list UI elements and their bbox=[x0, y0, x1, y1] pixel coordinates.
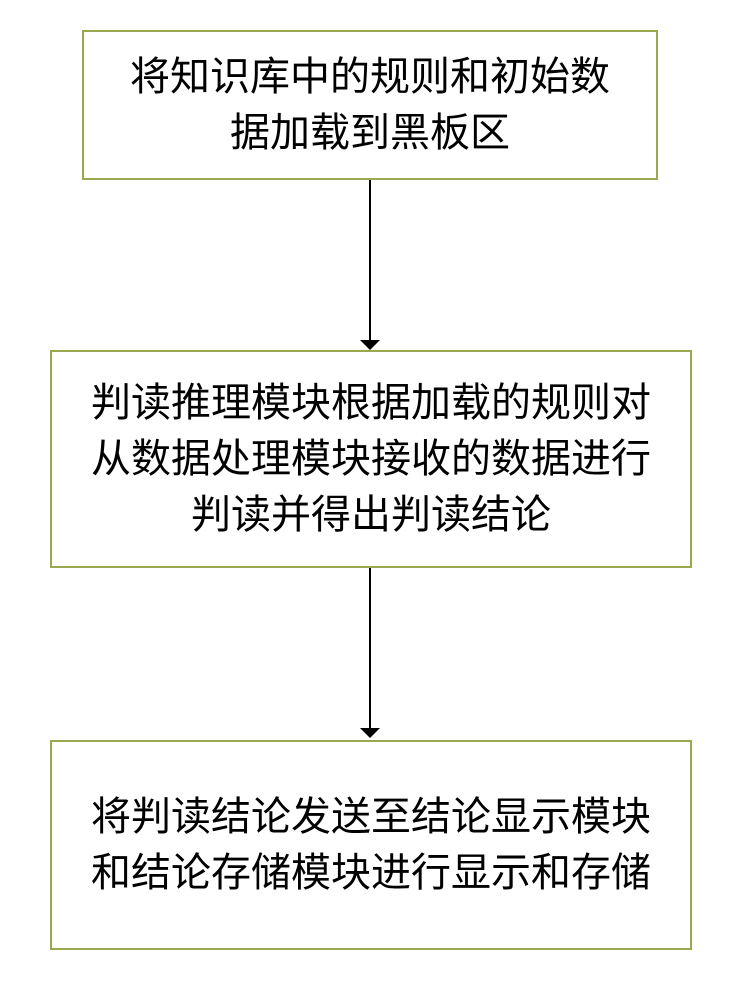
flow-node-n1: 将知识库中的规则和初始数据加载到黑板区 bbox=[82, 30, 658, 180]
flow-node-text: 判读推理模块根据加载的规则对从数据处理模块接收的数据进行判读并得出判读结论 bbox=[80, 375, 662, 543]
flowchart-container: 将知识库中的规则和初始数据加载到黑板区判读推理模块根据加载的规则对从数据处理模块… bbox=[0, 0, 741, 1000]
flow-node-n2: 判读推理模块根据加载的规则对从数据处理模块接收的数据进行判读并得出判读结论 bbox=[50, 350, 692, 568]
flow-node-text: 将判读结论发送至结论显示模块和结论存储模块进行显示和存储 bbox=[80, 789, 662, 901]
arrow-head-icon bbox=[360, 728, 380, 738]
flow-node-text: 将知识库中的规则和初始数据加载到黑板区 bbox=[112, 49, 628, 161]
flow-edge-n1-n2 bbox=[369, 180, 371, 340]
flow-node-n3: 将判读结论发送至结论显示模块和结论存储模块进行显示和存储 bbox=[50, 740, 692, 950]
flow-edge-n2-n3 bbox=[369, 568, 371, 728]
arrow-head-icon bbox=[360, 340, 380, 350]
